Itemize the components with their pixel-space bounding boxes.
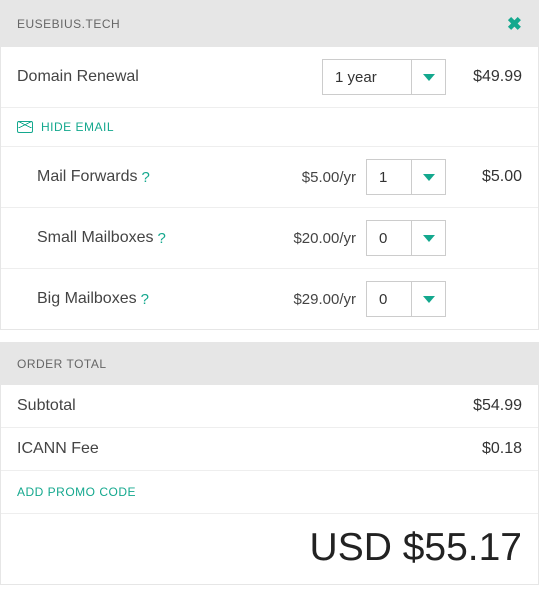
- big-mailboxes-unit: $29.00/yr: [286, 291, 366, 308]
- chevron-down-icon[interactable]: [411, 160, 445, 194]
- order-total-header: ORDER TOTAL: [1, 343, 538, 385]
- big-mailboxes-label: Big Mailboxes ?: [37, 290, 286, 308]
- order-total-title: ORDER TOTAL: [17, 357, 107, 371]
- big-mailboxes-qty: 0: [367, 282, 411, 316]
- mail-forwards-qty: 1: [367, 160, 411, 194]
- chevron-down-icon[interactable]: [411, 221, 445, 255]
- icann-row: ICANN Fee $0.18: [1, 427, 538, 470]
- mail-forwards-label: Mail Forwards ?: [37, 168, 286, 186]
- promo-label: ADD PROMO CODE: [17, 485, 136, 499]
- renewal-price: $49.99: [460, 68, 522, 86]
- help-icon[interactable]: ?: [157, 230, 165, 247]
- icann-value: $0.18: [482, 440, 522, 458]
- domain-panel-body: Domain Renewal 1 year $49.99 HIDE EMAIL …: [1, 47, 538, 329]
- order-total-body: Subtotal $54.99 ICANN Fee $0.18 ADD PROM…: [1, 385, 538, 584]
- small-mailboxes-qty: 0: [367, 221, 411, 255]
- add-promo-code-button[interactable]: ADD PROMO CODE: [1, 470, 538, 513]
- grand-total-row: USD $55.17: [1, 513, 538, 584]
- renewal-term-value: 1 year: [323, 60, 411, 94]
- chevron-down-icon[interactable]: [411, 60, 445, 94]
- small-mailboxes-row: Small Mailboxes ? $20.00/yr 0: [1, 207, 538, 268]
- grand-total: USD $55.17: [310, 526, 522, 569]
- renewal-label: Domain Renewal: [17, 68, 322, 86]
- small-mailboxes-label: Small Mailboxes ?: [37, 229, 286, 247]
- big-mailboxes-qty-select[interactable]: 0: [366, 281, 446, 317]
- small-mailboxes-unit: $20.00/yr: [286, 230, 366, 247]
- mail-forwards-unit: $5.00/yr: [286, 169, 366, 186]
- big-mailboxes-row: Big Mailboxes ? $29.00/yr 0: [1, 268, 538, 329]
- help-icon[interactable]: ?: [141, 169, 149, 186]
- hide-email-label: HIDE EMAIL: [41, 120, 114, 134]
- subtotal-value: $54.99: [473, 397, 522, 415]
- domain-panel-header: EUSEBIUS.TECH ✖: [1, 1, 538, 47]
- small-mailboxes-qty-select[interactable]: 0: [366, 220, 446, 256]
- renewal-term-select[interactable]: 1 year: [322, 59, 446, 95]
- order-total-panel: ORDER TOTAL Subtotal $54.99 ICANN Fee $0…: [0, 342, 539, 585]
- mail-forwards-line: $5.00: [460, 168, 522, 186]
- mail-forwards-qty-select[interactable]: 1: [366, 159, 446, 195]
- icann-label: ICANN Fee: [17, 440, 99, 458]
- help-icon[interactable]: ?: [141, 291, 149, 308]
- domain-name: EUSEBIUS.TECH: [17, 17, 120, 31]
- renewal-row: Domain Renewal 1 year $49.99: [1, 47, 538, 107]
- chevron-down-icon[interactable]: [411, 282, 445, 316]
- subtotal-row: Subtotal $54.99: [1, 385, 538, 427]
- mail-forwards-row: Mail Forwards ? $5.00/yr 1 $5.00: [1, 146, 538, 207]
- remove-domain-icon[interactable]: ✖: [507, 15, 522, 33]
- mail-icon: [17, 121, 33, 133]
- subtotal-label: Subtotal: [17, 397, 76, 415]
- hide-email-toggle[interactable]: HIDE EMAIL: [1, 107, 538, 146]
- domain-panel: EUSEBIUS.TECH ✖ Domain Renewal 1 year $4…: [0, 0, 539, 330]
